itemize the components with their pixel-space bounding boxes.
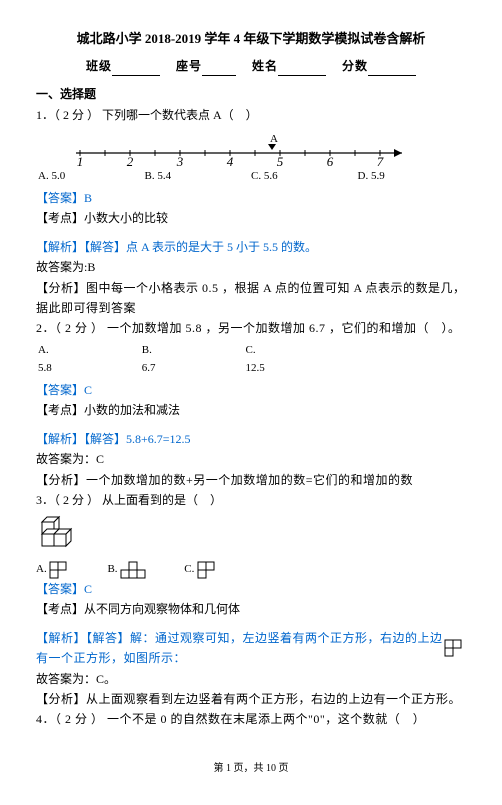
q3-opt-b[interactable]: B. (107, 560, 154, 579)
class-label: 班级 (86, 59, 112, 73)
q3-jx: 【解析】【解答】解：通过观察可知，左边竖着有两个正方形，右边的上边有一个正方形，… (36, 628, 444, 669)
spacer (36, 229, 466, 237)
section-heading: 一、选择题 (36, 84, 466, 104)
q1-fx: 【分析】图中每一个小格表示 0.5 ，根据 A 点的位置可知 A 点表示的数是几… (36, 278, 466, 319)
q1-opt-b[interactable]: B. 5.4 (145, 167, 252, 186)
svg-text:2: 2 (127, 154, 134, 167)
q1-answer: 【答案】B (36, 188, 466, 208)
spacer (36, 620, 466, 628)
q1-gda: 故答案为:B (36, 257, 466, 277)
q2-opt-b[interactable]: B. 6.7 (142, 341, 156, 378)
q3-stem: 3．（ 2 分 ） 从上面看到的是（ ） (36, 490, 466, 510)
q3-jx-row: 【解析】【解答】解：通过观察可知，左边竖着有两个正方形，右边的上边有一个正方形，… (36, 628, 466, 669)
name-blank[interactable] (278, 75, 326, 76)
q1-opt-a[interactable]: A. 5.0 (38, 167, 145, 186)
q2-answer: 【答案】C (36, 380, 466, 400)
q2-choices: A. 5.8 B. 6.7 C. 12.5 (38, 341, 464, 378)
q3-gda: 故答案为：C。 (36, 669, 466, 689)
number-line: 1234567 A (72, 133, 464, 163)
q2-kd: 【考点】小数的加法和减法 (36, 400, 466, 420)
q3-opt-a[interactable]: A. (36, 560, 77, 579)
seat-blank[interactable] (202, 75, 236, 76)
q3-fx: 【分析】从上面观察看到左边竖着有两个正方形，右边的上边有一个正方形。 (36, 689, 466, 709)
q2-jx: 【解析】【解答】5.8+6.7=12.5 (36, 429, 466, 449)
q2-opt-c[interactable]: C. 12.5 (246, 341, 265, 378)
q1-choices: A. 5.0 B. 5.4 C. 5.6 D. 5.9 (38, 167, 464, 186)
seat-label: 座号 (176, 59, 202, 73)
svg-text:4: 4 (227, 154, 234, 167)
q2-stem: 2．（ 2 分 ） 一个加数增加 5.8 ，另一个加数增加 6.7 ，它们的和增… (36, 318, 466, 338)
class-blank[interactable] (112, 75, 160, 76)
q3-answer: 【答案】C (36, 579, 466, 599)
svg-text:7: 7 (377, 154, 384, 167)
q3-cubes (36, 514, 82, 554)
q3-jx-figure (444, 639, 466, 657)
q1-opt-c[interactable]: C. 5.6 (251, 167, 358, 186)
name-label: 姓名 (252, 59, 278, 73)
q2-gda: 故答案为：C (36, 449, 466, 469)
svg-text:A: A (270, 133, 278, 145)
q1-jx: 【解析】【解答】点 A 表示的是大于 5 小于 5.5 的数。 (36, 237, 466, 257)
score-blank[interactable] (368, 75, 416, 76)
page-footer: 第 1 页，共 10 页 (36, 760, 466, 777)
svg-text:3: 3 (176, 154, 184, 167)
q1-stem: 1．（ 2 分 ） 下列哪一个数代表点 A（ ） (36, 105, 466, 125)
page-title: 城北路小学 2018-2019 学年 4 年级下学期数学模拟试卷含解析 (36, 28, 466, 50)
q2-fx: 【分析】一个加数增加的数+另一个加数增加的数=它们的和增加的数 (36, 470, 466, 490)
q3-choices: A. B. C. (36, 560, 466, 579)
q2-opt-a[interactable]: A. 5.8 (38, 341, 52, 378)
q4-stem: 4．（ 2 分 ） 一个不是 0 的自然数在末尾添上两个"0"，这个数就（ ） (36, 709, 466, 729)
score-label: 分数 (342, 59, 368, 73)
spacer (36, 421, 466, 429)
q3-kd: 【考点】从不同方向观察物体和几何体 (36, 599, 466, 619)
q3-opt-c[interactable]: C. (184, 560, 221, 579)
svg-text:6: 6 (327, 154, 334, 167)
svg-text:1: 1 (77, 154, 84, 167)
q1-kd: 【考点】小数大小的比较 (36, 208, 466, 228)
form-row: 班级 座号 姓名 分数 (36, 56, 466, 76)
q1-opt-d[interactable]: D. 5.9 (358, 167, 465, 186)
svg-text:5: 5 (277, 154, 284, 167)
